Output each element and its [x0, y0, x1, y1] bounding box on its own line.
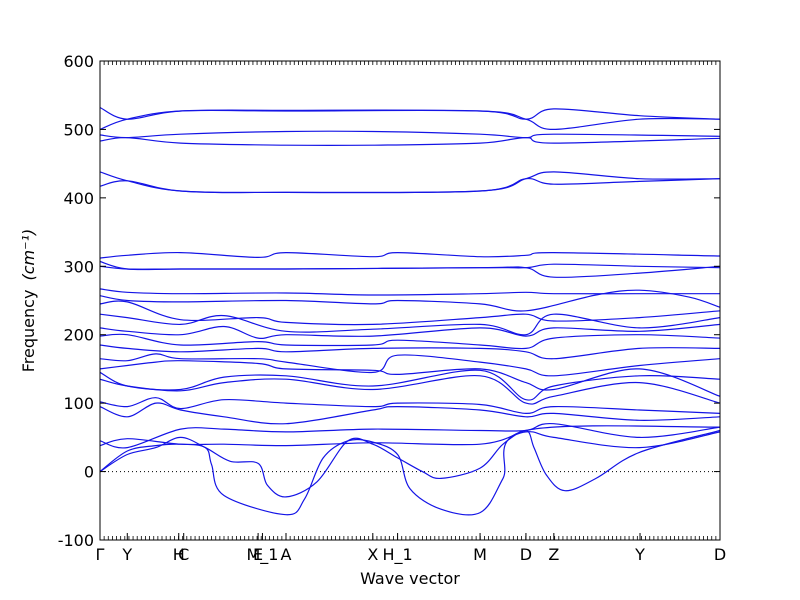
- band-line-13: [100, 313, 720, 336]
- x-axis-label: Wave vector: [360, 569, 460, 588]
- x-tick-label: Z: [548, 545, 559, 564]
- x-tick-label: D: [714, 545, 726, 564]
- band-line-6: [100, 178, 720, 194]
- plot-frame: [99, 60, 721, 541]
- band-line-21: [100, 397, 720, 415]
- x-tick-label: Y: [121, 545, 132, 564]
- y-axis-label: Frequency (cm⁻¹): [19, 229, 38, 372]
- y-tick-label: 300: [63, 257, 94, 276]
- x-tick-label: C: [178, 545, 189, 564]
- y-tick-label: 500: [63, 120, 94, 139]
- band-line-16: [100, 344, 720, 360]
- x-tick-label: M: [473, 545, 487, 564]
- band-line-4: [100, 136, 720, 147]
- y-tick-label: 100: [63, 394, 94, 413]
- x-tick-label: A: [281, 545, 292, 564]
- x-tick-label: H_1: [382, 545, 412, 565]
- x-tick-label: M_1: [246, 545, 278, 565]
- band-line-10: [100, 288, 720, 296]
- x-tick-label: X: [367, 545, 378, 564]
- y-tick-label: -100: [58, 531, 94, 550]
- y-tick-label: 600: [63, 52, 94, 71]
- x-tick-label: H: [173, 545, 185, 564]
- band-line-14: [100, 323, 720, 339]
- band-line-22: [100, 402, 720, 425]
- band-line-2: [100, 106, 720, 120]
- band-line-9: [100, 265, 720, 278]
- band-series-group: [100, 106, 720, 516]
- y-tick-label: 400: [63, 189, 94, 208]
- x-tick-label: D: [520, 545, 532, 564]
- band-line-11: [100, 289, 720, 312]
- x-tick-label: E: [253, 545, 263, 564]
- band-line-26: [100, 425, 720, 516]
- y-tick-label: 200: [63, 326, 94, 345]
- band-line-7: [100, 251, 720, 259]
- band-line-17: [100, 353, 720, 377]
- band-line-15: [100, 333, 720, 350]
- x-tick-label: Y: [634, 545, 645, 564]
- band-line-20: [100, 374, 720, 405]
- band-line-12: [100, 300, 720, 326]
- band-line-18: [100, 360, 720, 397]
- y-axis-label-text: Frequency: [19, 290, 38, 373]
- band-line-1: [100, 109, 720, 131]
- band-line-25: [100, 429, 720, 498]
- y-axis-label-unit: (cm⁻¹): [19, 229, 38, 281]
- y-tick-label: 0: [84, 463, 94, 482]
- band-line-23: [100, 423, 720, 449]
- x-tick-label: Γ: [96, 545, 105, 564]
- band-line-3: [100, 130, 720, 139]
- band-line-19: [100, 369, 720, 401]
